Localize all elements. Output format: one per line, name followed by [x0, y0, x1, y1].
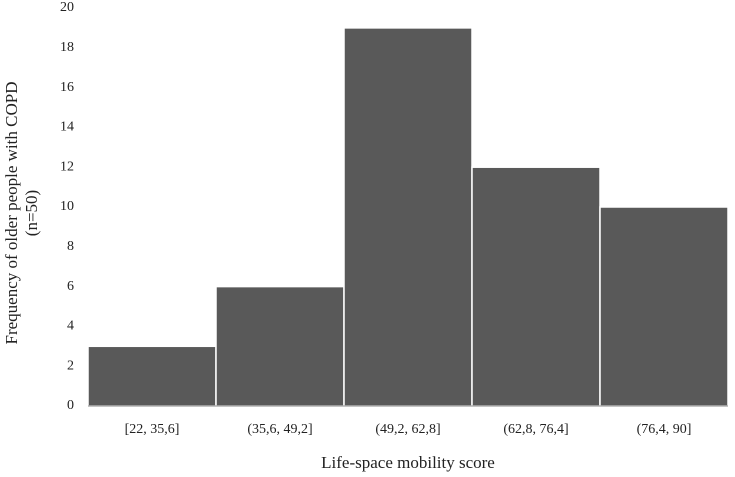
y-tick-label: 20: [60, 0, 74, 15]
y-tick-label: 16: [60, 80, 74, 95]
y-tick-label: 14: [60, 120, 74, 135]
y-tick-label: 18: [60, 40, 74, 55]
bar: [343, 27, 473, 407]
bar: [599, 206, 729, 407]
y-tick-label: 2: [67, 358, 74, 373]
y-tick-label: 12: [60, 159, 74, 174]
x-tick-label: (35,6, 49,2]: [247, 422, 312, 437]
x-tick-label: [22, 35,6]: [125, 422, 180, 437]
x-tick-label: (49,2, 62,8]: [375, 422, 440, 437]
y-tick-label: 10: [60, 199, 74, 214]
y-tick-label: 0: [67, 398, 74, 413]
bar: [471, 166, 601, 407]
y-axis-label: (n=50): [22, 190, 41, 236]
y-tick-label: 6: [67, 279, 74, 294]
y-axis-label: Frequency of older people with COPD: [2, 82, 21, 345]
bar: [215, 285, 345, 407]
bar: [87, 345, 217, 407]
x-axis-label: Life-space mobility score: [321, 453, 495, 472]
y-tick-label: 4: [67, 319, 74, 334]
x-tick-label: (76,4, 90]: [637, 422, 692, 437]
y-tick-label: 8: [67, 239, 74, 254]
x-tick-label: (62,8, 76,4]: [503, 422, 568, 437]
